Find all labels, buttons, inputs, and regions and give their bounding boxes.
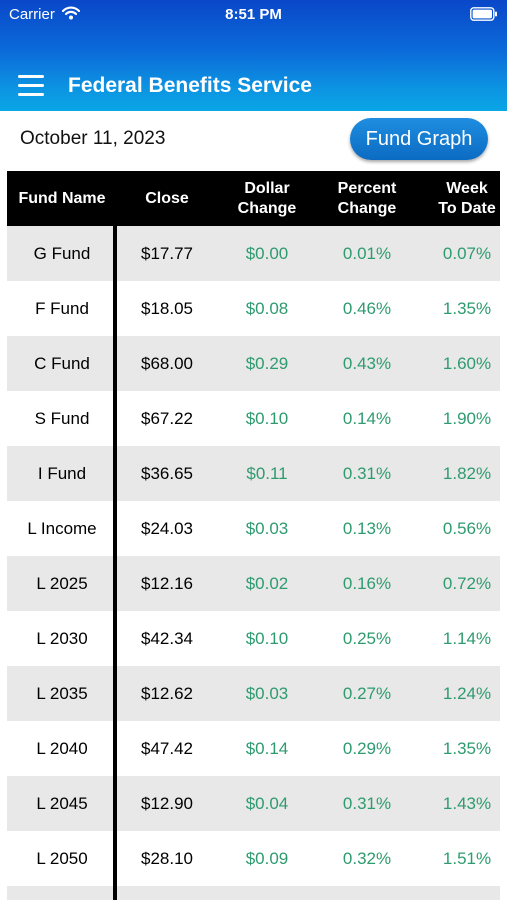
- week-to-date-cell: 0.56%: [442, 518, 492, 538]
- table-row[interactable]: L 2050 $28.10 $0.09 0.32% 1.51%: [7, 831, 500, 886]
- close-cell: $67.22: [141, 408, 193, 428]
- column-divider: [113, 226, 117, 900]
- current-date: October 11, 2023: [20, 128, 166, 149]
- week-to-date-cell: 0.72%: [442, 573, 492, 593]
- table-row[interactable]: G Fund $17.77 $0.00 0.01% 0.07%: [7, 226, 500, 281]
- week-to-date-cell: 1.82%: [442, 463, 492, 483]
- close-cell: $47.42: [141, 738, 193, 758]
- hamburger-icon[interactable]: [18, 75, 44, 97]
- dollar-change-cell: $0.03: [245, 518, 289, 538]
- fund-name-cell: L 2050: [36, 848, 88, 868]
- dollar-change-cell: $0.08: [245, 298, 289, 318]
- fund-name-cell: L 2045: [36, 793, 88, 813]
- dollar-change-cell: $0.00: [245, 243, 289, 263]
- close-cell: $24.03: [141, 518, 193, 538]
- table-row[interactable]: L Income $24.03 $0.03 0.13% 0.56%: [7, 501, 500, 556]
- table-row[interactable]: C Fund $68.00 $0.29 0.43% 1.60%: [7, 336, 500, 391]
- percent-change-cell: 0.01%: [342, 243, 392, 263]
- table-row[interactable]: S Fund $67.22 $0.10 0.14% 1.90%: [7, 391, 500, 446]
- table-row[interactable]: L 2040 $47.42 $0.14 0.29% 1.35%: [7, 721, 500, 776]
- percent-change-cell: 0.14%: [342, 408, 392, 428]
- table-row[interactable]: L 2035 $12.62 $0.03 0.27% 1.24%: [7, 666, 500, 721]
- fund-name-cell: L 2040: [36, 738, 88, 758]
- status-bar: Carrier 8:51 PM: [0, 0, 507, 30]
- percent-change-cell: 0.25%: [342, 628, 392, 648]
- percent-change-cell: 0.46%: [342, 298, 392, 318]
- week-to-date-cell: 0.07%: [442, 243, 492, 263]
- carrier-label: Carrier: [9, 6, 55, 23]
- column-header-fund-name: Fund Name: [18, 189, 106, 207]
- table-header: Fund Name Close Dollar Change Percent Ch…: [7, 171, 500, 226]
- fund-name-cell: F Fund: [35, 298, 89, 318]
- table-row[interactable]: F Fund $18.05 $0.08 0.46% 1.35%: [7, 281, 500, 336]
- percent-change-cell: 0.13%: [342, 518, 392, 538]
- close-cell: $68.00: [141, 353, 193, 373]
- close-cell: $17.77: [141, 243, 193, 263]
- percent-change-cell: 0.43%: [342, 353, 392, 373]
- percent-change-cell: 0.32%: [342, 848, 392, 868]
- dollar-change-cell: $0.11: [246, 463, 288, 483]
- fund-name-cell: [7, 886, 117, 900]
- table-row[interactable]: L 2045 $12.90 $0.04 0.31% 1.43%: [7, 776, 500, 831]
- close-cell: $36.65: [141, 463, 193, 483]
- dollar-change-cell: $0.14: [245, 738, 289, 758]
- app-title: Federal Benefits Service: [68, 74, 312, 97]
- fund-name-cell: L 2030: [36, 628, 88, 648]
- dollar-change-cell: $0.29: [245, 353, 289, 373]
- table-row[interactable]: L 2030 $42.34 $0.10 0.25% 1.14%: [7, 611, 500, 666]
- week-to-date-cell: 1.24%: [442, 683, 492, 703]
- dollar-change-cell: $0.03: [245, 683, 289, 703]
- fund-name-cell: S Fund: [34, 408, 90, 428]
- fund-table: Fund Name Close Dollar Change Percent Ch…: [7, 171, 500, 900]
- percent-change-cell: [317, 886, 417, 900]
- week-to-date-cell: 1.90%: [442, 408, 492, 428]
- percent-change-cell: 0.27%: [342, 683, 392, 703]
- table-body: G Fund $17.77 $0.00 0.01% 0.07% F Fund $18.05 $…: [7, 226, 500, 900]
- status-time: 8:51 PM: [225, 6, 282, 23]
- close-cell: $18.05: [141, 298, 193, 318]
- fund-name-cell: G Fund: [33, 243, 91, 263]
- table-row[interactable]: L 2025 $12.16 $0.02 0.16% 0.72%: [7, 556, 500, 611]
- week-to-date-cell: 1.60%: [442, 353, 492, 373]
- dollar-change-cell: $0.10: [245, 628, 289, 648]
- dollar-change-cell: $0.02: [245, 573, 289, 593]
- week-to-date-cell: [417, 886, 507, 900]
- app-header: Carrier 8:51 PM Federal Benefits Service: [0, 0, 507, 111]
- week-to-date-cell: 1.35%: [442, 738, 492, 758]
- percent-change-cell: 0.16%: [342, 573, 392, 593]
- fund-name-cell: I Fund: [37, 463, 87, 483]
- table-row[interactable]: I Fund $36.65 $0.11 0.31% 1.82%: [7, 446, 500, 501]
- close-cell: $42.34: [141, 628, 193, 648]
- fund-graph-button[interactable]: Fund Graph: [350, 118, 488, 160]
- percent-change-cell: 0.31%: [342, 793, 392, 813]
- column-header-close: Close: [145, 189, 189, 207]
- column-header-dollar-change: Dollar Change: [237, 179, 297, 217]
- dollar-change-cell: $0.09: [245, 848, 289, 868]
- close-cell: [117, 886, 217, 900]
- percent-change-cell: 0.29%: [342, 738, 392, 758]
- week-to-date-cell: 1.51%: [442, 848, 492, 868]
- week-to-date-cell: 1.43%: [442, 793, 492, 813]
- close-cell: $12.90: [141, 793, 193, 813]
- close-cell: $28.10: [141, 848, 193, 868]
- fund-name-cell: L 2035: [36, 683, 88, 703]
- battery-icon: [470, 7, 498, 26]
- close-cell: $12.16: [141, 573, 193, 593]
- fund-name-cell: C Fund: [34, 353, 90, 373]
- column-header-week-to-date: Week To Date: [438, 179, 496, 217]
- dollar-change-cell: $0.10: [245, 408, 289, 428]
- dollar-change-cell: $0.04: [245, 793, 289, 813]
- wifi-icon: [61, 6, 81, 25]
- dollar-change-cell: [217, 886, 317, 900]
- percent-change-cell: 0.31%: [342, 463, 392, 483]
- close-cell: $12.62: [141, 683, 193, 703]
- fund-name-cell: L Income: [27, 518, 97, 538]
- fund-name-cell: L 2025: [36, 573, 88, 593]
- week-to-date-cell: 1.14%: [442, 628, 492, 648]
- table-row[interactable]: [7, 886, 500, 900]
- week-to-date-cell: 1.35%: [442, 298, 492, 318]
- column-header-percent-change: Percent Change: [337, 179, 397, 217]
